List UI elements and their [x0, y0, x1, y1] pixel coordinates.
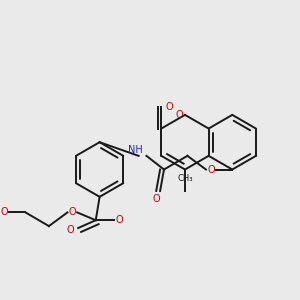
Text: O: O	[175, 110, 183, 120]
Text: O: O	[68, 207, 76, 218]
Text: O: O	[115, 215, 123, 225]
Text: O: O	[165, 102, 173, 112]
Text: O: O	[67, 225, 74, 235]
Text: CH₃: CH₃	[177, 174, 193, 183]
Text: NH: NH	[128, 145, 142, 155]
Text: O: O	[0, 207, 8, 218]
Text: O: O	[152, 194, 160, 204]
Text: O: O	[207, 164, 214, 175]
